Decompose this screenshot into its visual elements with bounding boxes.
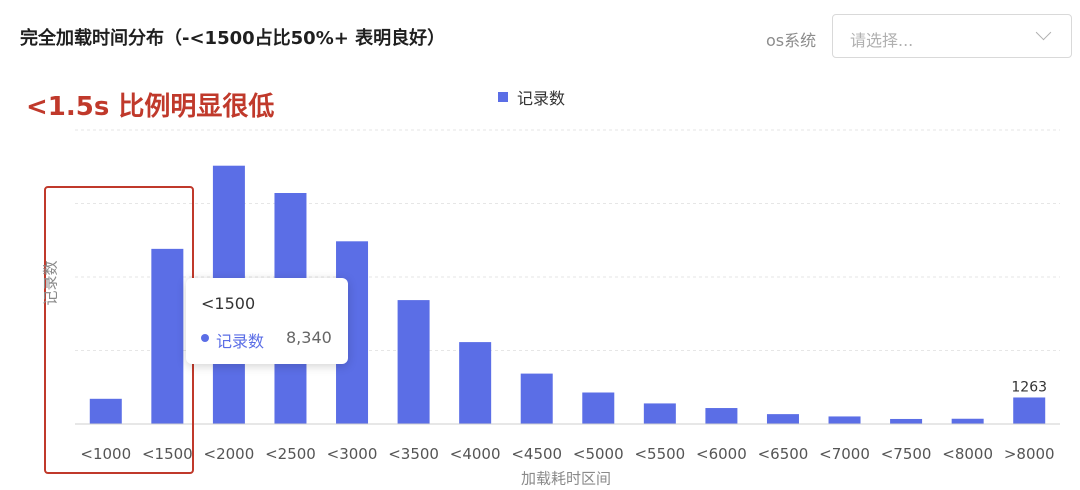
x-tick-label: <3500 bbox=[388, 445, 439, 463]
bar[interactable] bbox=[520, 373, 553, 424]
bar[interactable] bbox=[643, 403, 676, 424]
bar[interactable] bbox=[766, 414, 799, 424]
x-tick-label: <1000 bbox=[80, 445, 131, 463]
x-tick-label: <8000 bbox=[942, 445, 993, 463]
chart-title: 完全加载时间分布（-<1500占比50%+ 表明良好） bbox=[20, 28, 446, 49]
tooltip-category: <1500 bbox=[201, 294, 256, 313]
data-labels: 1263 bbox=[1011, 379, 1047, 395]
x-tick-labels: <1000 <1500 <2000 <2500 <3000 <3500 <4000 <4500… bbox=[80, 445, 1054, 463]
x-axis-label: 加载耗时区间 bbox=[520, 469, 612, 488]
bar[interactable] bbox=[828, 416, 861, 424]
x-tick-label: <3000 bbox=[327, 445, 378, 463]
legend-swatch bbox=[498, 92, 508, 102]
x-tick-label: <2500 bbox=[265, 445, 316, 463]
legend-label: 记录数 bbox=[517, 89, 566, 108]
x-tick-label: <5500 bbox=[634, 445, 685, 463]
os-select[interactable]: 请选择... bbox=[832, 14, 1072, 58]
x-tick-label: <7000 bbox=[819, 445, 870, 463]
x-tick-label: <4500 bbox=[511, 445, 562, 463]
x-tick-label: <4000 bbox=[450, 445, 501, 463]
x-tick-label: <6000 bbox=[696, 445, 747, 463]
bar[interactable] bbox=[705, 408, 738, 424]
os-filter-label: os系统 bbox=[766, 31, 817, 50]
bar[interactable] bbox=[951, 418, 984, 424]
tooltip-series-name: 记录数 bbox=[216, 332, 265, 351]
bar[interactable] bbox=[459, 342, 492, 424]
x-tick-label: <5000 bbox=[573, 445, 624, 463]
tooltip-value: 8,340 bbox=[286, 328, 332, 347]
x-tick-label: >8000 bbox=[1004, 445, 1055, 463]
bar[interactable] bbox=[1013, 397, 1046, 424]
os-select-placeholder: 请选择... bbox=[850, 31, 914, 50]
tooltip-series-dot bbox=[201, 334, 209, 342]
data-label: 1263 bbox=[1011, 379, 1047, 395]
x-tick-label: <1500 bbox=[142, 445, 193, 463]
x-tick-label: <7500 bbox=[881, 445, 932, 463]
x-tick-label: <6500 bbox=[758, 445, 809, 463]
bar[interactable] bbox=[397, 300, 430, 424]
tooltip: <1500 记录数 8,340 bbox=[186, 278, 348, 364]
bar[interactable] bbox=[890, 418, 923, 424]
y-axis-label: 记录数 bbox=[41, 260, 60, 306]
annotation-text: <1.5s 比例明显很低 bbox=[26, 92, 275, 122]
legend[interactable]: 记录数 bbox=[498, 86, 565, 108]
bar[interactable] bbox=[582, 392, 615, 425]
bar[interactable] bbox=[89, 398, 122, 424]
bar[interactable] bbox=[151, 248, 184, 424]
x-tick-label: <2000 bbox=[204, 445, 255, 463]
